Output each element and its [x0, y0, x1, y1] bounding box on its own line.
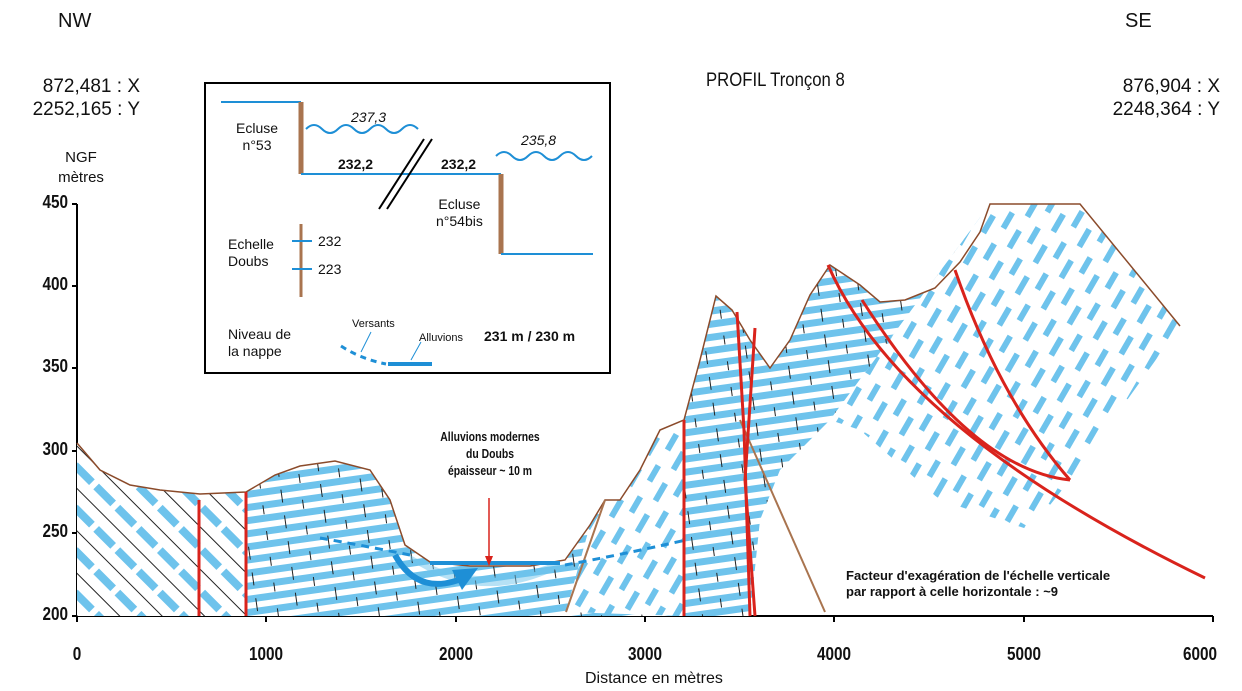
x-tick-label: 1000: [248, 644, 284, 664]
y-axis-ticks: [72, 203, 77, 617]
legend-ecluse53: Ecluse n°53: [236, 120, 279, 153]
coords-left: 872,481 : X 2252,165 : Y: [32, 76, 140, 120]
y-tick-label: 450: [42, 192, 68, 212]
dashed-formation-left: [566, 420, 684, 616]
annotation-arrowhead: [485, 556, 493, 566]
x-tick-label: 4000: [816, 644, 852, 664]
legend-echelle-223: 223: [318, 261, 342, 277]
legend-drawing: [221, 101, 593, 366]
faults: [197, 264, 1206, 617]
mountain-limestone-block: [684, 204, 990, 616]
y-axis-label: NGF mètres: [58, 149, 104, 186]
alluvium-annotation: Alluvions modernes du Doubs épaisseur ~ 10…: [440, 429, 540, 478]
dashed-formation-right: [830, 204, 1180, 530]
corner-se: SE: [1125, 10, 1152, 32]
x-tick-label: 6000: [1182, 644, 1218, 664]
alluvium-lens: [410, 555, 560, 587]
chart-title: PROFIL Tronçon 8: [706, 70, 845, 91]
x-tick-label: 5000: [1006, 644, 1042, 664]
legend-ecluse54bis: Ecluse n°54bis: [436, 196, 483, 229]
x-axis-ticks: [76, 616, 1214, 622]
bank-line-left: [565, 499, 606, 613]
legend-nappe-value: 231 m / 230 m: [484, 328, 576, 344]
y-tick-label: 300: [42, 439, 68, 459]
nw-limestone-block: [77, 443, 246, 616]
legend-echelle-232: 232: [318, 233, 342, 249]
water-table-versants: [319, 536, 687, 567]
y-tick-label: 200: [42, 604, 68, 624]
coords-right: 876,904 : X 2248,364 : Y: [1112, 76, 1220, 120]
corner-nw: NW: [58, 10, 92, 32]
y-tick-label: 400: [42, 274, 68, 294]
legend-alluvions: Alluvions: [419, 332, 464, 344]
legend-nappe: Niveau de la nappe: [228, 326, 292, 359]
bank-line-right: [739, 419, 826, 613]
legend-level-mid1: 232,2: [338, 156, 374, 172]
ground-surface: [76, 203, 1181, 567]
legend-versants: Versants: [352, 318, 395, 330]
y-tick-label: 250: [42, 521, 68, 541]
x-axis-label: Distance en mètres: [585, 670, 723, 687]
legend-level-lower: 235,8: [521, 132, 557, 148]
scale-note: Facteur d'exagération de l'échelle verti…: [846, 568, 1111, 599]
legend-echelle: Echelle Doubs: [228, 236, 274, 269]
legend-level-mid2: 232,2: [441, 156, 477, 172]
legend-level-upper: 237,3: [351, 109, 387, 125]
y-tick-label: 350: [42, 356, 68, 376]
flow-arrowhead: [452, 568, 478, 590]
x-tick-label: 2000: [438, 644, 474, 664]
legend-box: Ecluse n°53 237,3 235,8 232,2 232,2 Eclus…: [204, 82, 611, 374]
central-limestone-block: [246, 420, 684, 616]
x-tick-label: 0: [72, 644, 82, 664]
x-tick-label: 3000: [627, 644, 663, 664]
